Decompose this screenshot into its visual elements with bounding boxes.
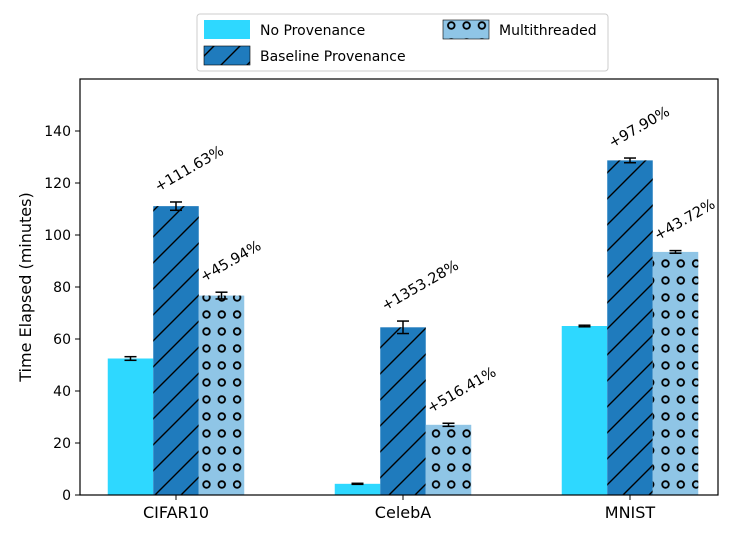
legend-swatch-baseline-provenance-hatch — [203, 45, 251, 66]
legend: No Provenance Baseline Provenance Multit… — [196, 13, 609, 72]
bar-hatch-baseline-provenance-cifar10 — [153, 206, 199, 495]
y-tick-label-60: 60 — [53, 332, 71, 348]
y-tick-label-100: 100 — [44, 228, 71, 244]
legend-label-baseline-provenance: Baseline Provenance — [260, 49, 406, 65]
bar-hatch-baseline-provenance-mnist — [607, 160, 653, 495]
data-label-baseline-provenance-mnist: +97.90% — [606, 104, 672, 152]
data-label-baseline-provenance-celeba: +1353.28% — [379, 258, 461, 315]
x-axis: CIFAR10 CelebA MNIST — [143, 495, 655, 522]
bar-no-provenance-cifar10 — [107, 358, 154, 495]
data-label-multithreaded-celeba: +516.41% — [425, 365, 499, 417]
y-axis-label: Time Elapsed (minutes) — [16, 192, 35, 382]
error-bars-layer — [124, 157, 682, 486]
x-tick-label-mnist: MNIST — [605, 503, 656, 522]
y-axis: 0 20 40 60 80 100 120 140 — [44, 124, 80, 504]
legend-label-multithreaded: Multithreaded — [499, 23, 597, 39]
y-tick-label-120: 120 — [44, 176, 71, 192]
legend-label-no-provenance: No Provenance — [260, 23, 365, 39]
y-tick-label-40: 40 — [53, 384, 71, 400]
y-tick-label-80: 80 — [53, 280, 71, 296]
bar-hatch-multithreaded-cifar10 — [198, 295, 245, 495]
legend-swatch-no-provenance — [204, 20, 250, 39]
bar-no-provenance-mnist — [561, 326, 608, 495]
legend-swatch-multithreaded-hatch — [442, 19, 490, 40]
data-label-multithreaded-cifar10: +45.94% — [198, 238, 264, 286]
bars-layer — [107, 160, 699, 495]
legend-frame — [196, 13, 609, 72]
bar-hatch-multithreaded-celeba — [425, 424, 472, 495]
bar-no-provenance-celeba — [334, 483, 381, 495]
x-tick-label-cifar10: CIFAR10 — [143, 503, 209, 522]
y-tick-label-0: 0 — [62, 488, 71, 504]
data-label-baseline-provenance-cifar10: +111.63% — [152, 143, 226, 195]
y-tick-label-20: 20 — [53, 436, 71, 452]
x-tick-label-celeba: CelebA — [375, 503, 431, 522]
y-tick-label-140: 140 — [44, 124, 71, 140]
data-label-multithreaded-mnist: +43.72% — [652, 196, 718, 244]
bar-hatch-multithreaded-mnist — [652, 251, 699, 495]
bar-hatch-baseline-provenance-celeba — [380, 327, 426, 495]
